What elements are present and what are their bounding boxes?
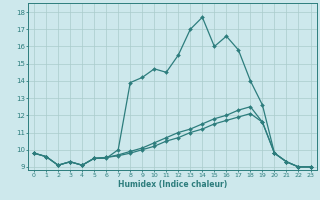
X-axis label: Humidex (Indice chaleur): Humidex (Indice chaleur) xyxy=(118,180,227,189)
